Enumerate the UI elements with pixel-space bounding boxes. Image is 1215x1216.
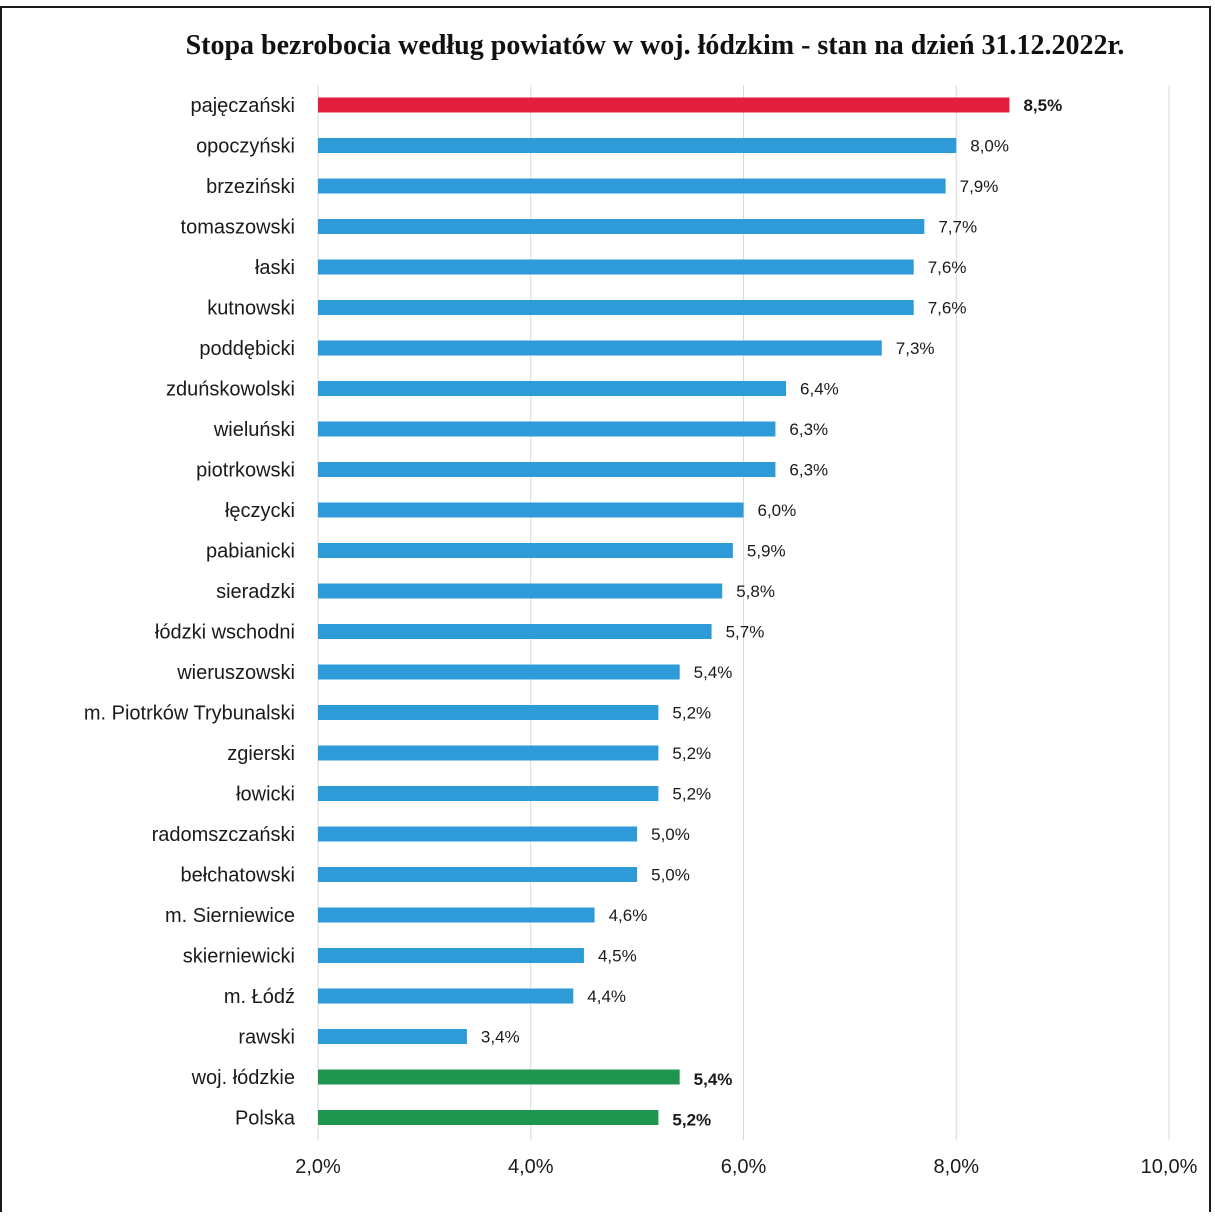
value-label: 5,2% — [672, 1111, 711, 1130]
bar — [318, 907, 595, 923]
value-label: 8,0% — [970, 137, 1009, 156]
value-label: 4,5% — [598, 947, 637, 966]
x-tick-label: 10,0% — [1141, 1156, 1198, 1178]
x-tick-label: 6,0% — [721, 1156, 767, 1178]
x-tick-label: 8,0% — [933, 1156, 979, 1178]
value-label: 5,2% — [672, 704, 711, 723]
value-label: 5,2% — [672, 744, 711, 763]
category-label: tomaszowski — [181, 217, 295, 239]
bar — [318, 178, 946, 194]
bar — [318, 462, 776, 477]
category-label: piotrkowski — [196, 460, 295, 482]
bar — [318, 826, 638, 842]
bar — [318, 867, 638, 882]
category-label: łaski — [255, 257, 295, 279]
value-label: 3,4% — [481, 1028, 520, 1047]
category-label: opoczyński — [196, 136, 295, 158]
value-label: 8,5% — [1023, 96, 1062, 115]
category-label: łódzki wschodni — [155, 622, 295, 644]
value-label: 5,4% — [694, 663, 733, 682]
category-label: m. Łódź — [224, 986, 295, 1008]
value-label: 4,4% — [587, 987, 626, 1006]
bar — [318, 138, 957, 153]
category-label: radomszczański — [152, 824, 295, 846]
category-label: brzeziński — [206, 176, 295, 198]
value-label: 7,6% — [928, 258, 967, 277]
value-label: 5,8% — [736, 582, 775, 601]
value-label: 5,7% — [726, 623, 765, 642]
bar — [318, 97, 1010, 113]
bar — [318, 664, 680, 680]
category-label: łęczycki — [225, 500, 295, 522]
category-label: wieruszowski — [176, 662, 295, 684]
value-label: 6,4% — [800, 380, 839, 399]
bar — [318, 1069, 680, 1085]
bar — [318, 988, 574, 1004]
category-label: pabianicki — [206, 541, 295, 563]
value-label: 7,9% — [960, 177, 999, 196]
category-label: zduńskowolski — [166, 379, 295, 401]
bar — [318, 259, 914, 275]
bar — [318, 948, 584, 963]
bar — [318, 1110, 659, 1125]
bar — [318, 786, 659, 801]
bar — [318, 219, 925, 234]
bar — [318, 1029, 467, 1044]
bar — [318, 421, 776, 437]
x-tick-label: 4,0% — [508, 1156, 554, 1178]
value-label: 5,9% — [747, 542, 786, 561]
category-label: bełchatowski — [180, 865, 295, 887]
value-label: 5,0% — [651, 866, 690, 885]
category-label: wieluński — [213, 419, 295, 441]
x-tick-label: 2,0% — [295, 1156, 341, 1178]
value-label: 4,6% — [609, 906, 648, 925]
category-label: poddębicki — [199, 338, 295, 360]
value-label: 7,6% — [928, 299, 967, 318]
category-label: sieradzki — [216, 581, 295, 603]
value-label: 6,3% — [789, 420, 828, 439]
category-label: m. Sierniewice — [165, 905, 295, 927]
bar — [318, 745, 659, 761]
value-label: 5,4% — [694, 1070, 733, 1089]
category-label: skierniewicki — [183, 946, 295, 968]
category-label: łowicki — [236, 784, 295, 806]
category-label: Polska — [235, 1108, 296, 1130]
value-label: 7,7% — [938, 218, 977, 237]
category-label: woj. łódzkie — [191, 1067, 295, 1089]
bar — [318, 624, 712, 639]
chart-frame — [0, 6, 1211, 1212]
bar — [318, 502, 744, 518]
value-label: 5,0% — [651, 825, 690, 844]
category-label: rawski — [238, 1027, 295, 1049]
bar — [318, 300, 914, 315]
bar — [318, 583, 723, 599]
category-label: m. Piotrków Trybunalski — [84, 703, 295, 725]
value-label: 5,2% — [672, 785, 711, 804]
bar — [318, 340, 882, 356]
bar — [318, 381, 787, 396]
value-label: 6,0% — [758, 501, 797, 520]
value-label: 6,3% — [789, 461, 828, 480]
category-label: kutnowski — [207, 298, 295, 320]
bar — [318, 705, 659, 720]
bar — [318, 543, 733, 558]
chart-title: Stopa bezrobocia według powiatów w woj. … — [185, 30, 1125, 61]
value-label: 7,3% — [896, 339, 935, 358]
category-label: zgierski — [227, 743, 295, 765]
category-label: pajęczański — [190, 95, 295, 117]
